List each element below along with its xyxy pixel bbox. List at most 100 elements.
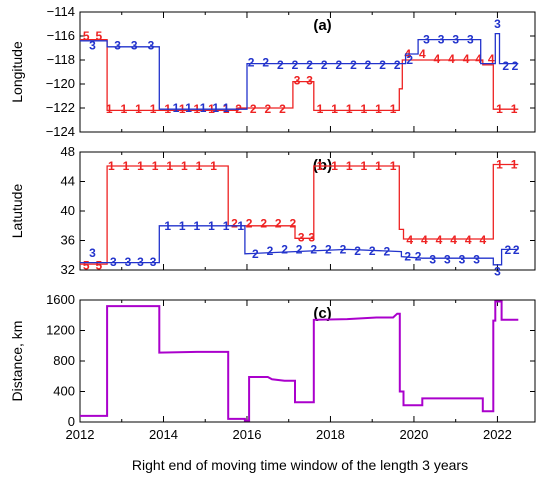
cluster-number-marker: 1 — [390, 159, 397, 173]
cluster-number-marker: 4 — [406, 233, 413, 247]
cluster-number-marker: 4 — [479, 233, 486, 247]
x-tick-label: 2012 — [66, 427, 95, 442]
cluster-number-marker: 1 — [375, 159, 382, 173]
cluster-number-marker: 2 — [250, 102, 257, 116]
cluster-number-marker: 1 — [511, 158, 518, 172]
cluster-number-marker: 2 — [369, 244, 376, 258]
cluster-number-marker: 3 — [89, 246, 96, 260]
cluster-number-marker: 3 — [125, 255, 132, 269]
y-tick-label: −114 — [47, 4, 75, 19]
cluster-number-marker: 1 — [135, 102, 142, 116]
cluster-number-marker: 2 — [267, 244, 274, 258]
cluster-number-marker: 1 — [346, 102, 353, 116]
cluster-number-marker: 3 — [114, 39, 121, 53]
y-tick-label: −120 — [46, 76, 75, 91]
cluster-number-marker: 1 — [317, 159, 324, 173]
panel-c-distance: 0 400 800 1200 1600 2012 2014 2016 2018 2020 2022 D… — [9, 292, 536, 442]
cluster-number-marker: 1 — [237, 219, 244, 233]
y-axis-title: Longitude — [9, 41, 25, 103]
plot-frame — [79, 11, 536, 133]
cluster-number-marker: 3 — [150, 255, 157, 269]
y-tick-label: −124 — [46, 124, 75, 139]
cluster-number-marker: 1 — [200, 101, 207, 115]
cluster-number-marker: 1 — [150, 102, 157, 116]
cluster-number-marker: 1 — [223, 219, 230, 233]
cluster-number-marker: 5 — [83, 259, 90, 273]
cluster-number-marker: 1 — [185, 101, 192, 115]
cluster-number-marker: 1 — [212, 101, 219, 115]
cluster-number-marker: 2 — [265, 102, 272, 116]
cluster-number-marker: 2 — [512, 59, 519, 73]
y-axis-title: Latutude — [9, 184, 25, 239]
x-axis-title: Right end of moving time window of the l… — [132, 457, 468, 473]
cluster-number-marker: 3 — [467, 33, 474, 47]
cluster-number-marker: 1 — [108, 159, 115, 173]
cluster-number-marker: 1 — [120, 102, 127, 116]
cluster-number-marker: 4 — [475, 52, 482, 66]
cluster-number-marker: 4 — [488, 52, 495, 66]
x-tick-label: 2022 — [483, 427, 512, 442]
x-tick-label: 2014 — [149, 427, 178, 442]
y-tick-label: 1600 — [46, 292, 75, 307]
cluster-number-marker: 1 — [123, 159, 130, 173]
x-tick-label: 2016 — [233, 427, 262, 442]
cluster-number-marker: 5 — [83, 29, 90, 43]
cluster-number-marker: 1 — [511, 102, 518, 116]
y-tick-label: 1200 — [46, 323, 75, 338]
cluster-number-marker: 2 — [231, 217, 238, 231]
cluster-number-marker: 1 — [181, 159, 188, 173]
cluster-number-marker: 1 — [164, 219, 171, 233]
y-tick-label: 800 — [53, 353, 75, 368]
cluster-number-marker: 1 — [317, 102, 324, 116]
cluster-number-marker: 4 — [448, 52, 455, 66]
y-tick-label: 32 — [61, 262, 75, 277]
cluster-number-marker: 3 — [298, 231, 305, 245]
cluster-number-marker: 2 — [296, 242, 303, 256]
cluster-number-marker: 4 — [463, 52, 470, 66]
cluster-number-marker: 1 — [179, 219, 186, 233]
cluster-number-marker: 3 — [131, 39, 138, 53]
y-tick-label: 44 — [61, 174, 75, 189]
cluster-number-marker: 3 — [308, 231, 315, 245]
cluster-number-marker: 3 — [459, 253, 466, 267]
cluster-number-marker: 1 — [152, 159, 159, 173]
cluster-number-marker: 4 — [419, 47, 426, 61]
cluster-number-marker: 4 — [465, 233, 472, 247]
cluster-number-marker: 1 — [208, 219, 215, 233]
cluster-number-marker: 2 — [354, 244, 361, 258]
cluster-number-marker: 2 — [290, 217, 297, 231]
cluster-number-marker: 1 — [496, 102, 503, 116]
cluster-number-marker: 1 — [346, 159, 353, 173]
series-line — [80, 38, 519, 112]
cluster-number-marker: 2 — [279, 102, 286, 116]
cluster-number-marker: 2 — [248, 55, 255, 69]
y-tick-label: 40 — [61, 203, 75, 218]
cluster-number-marker: 2 — [394, 58, 401, 72]
cluster-number-marker: 3 — [110, 255, 117, 269]
panel-label: (c) — [313, 305, 331, 322]
cluster-number-marker: 2 — [404, 250, 411, 264]
y-tick-label: −122 — [46, 100, 75, 115]
cluster-number-marker: 4 — [450, 233, 457, 247]
cluster-number-marker: 3 — [137, 255, 144, 269]
cluster-number-marker: 2 — [340, 242, 347, 256]
cluster-number-marker: 1 — [210, 159, 217, 173]
cluster-number-marker: 2 — [406, 53, 413, 67]
cluster-number-marker: 4 — [434, 52, 441, 66]
x-tick-label: 2018 — [316, 427, 345, 442]
y-tick-label: 36 — [61, 233, 75, 248]
cluster-number-marker: 3 — [148, 39, 155, 53]
cluster-number-marker: 2 — [292, 58, 299, 72]
series-line — [80, 300, 519, 422]
cluster-number-marker: 2 — [277, 58, 284, 72]
cluster-number-marker: 1 — [166, 159, 173, 173]
cluster-number-marker: 1 — [194, 219, 201, 233]
cluster-number-marker: 3 — [423, 33, 430, 47]
cluster-number-marker: 3 — [494, 17, 501, 31]
cluster-number-marker: 4 — [421, 233, 428, 247]
cluster-number-marker: 2 — [262, 55, 269, 69]
cluster-number-marker: 1 — [361, 102, 368, 116]
cluster-number-marker: 2 — [379, 58, 386, 72]
